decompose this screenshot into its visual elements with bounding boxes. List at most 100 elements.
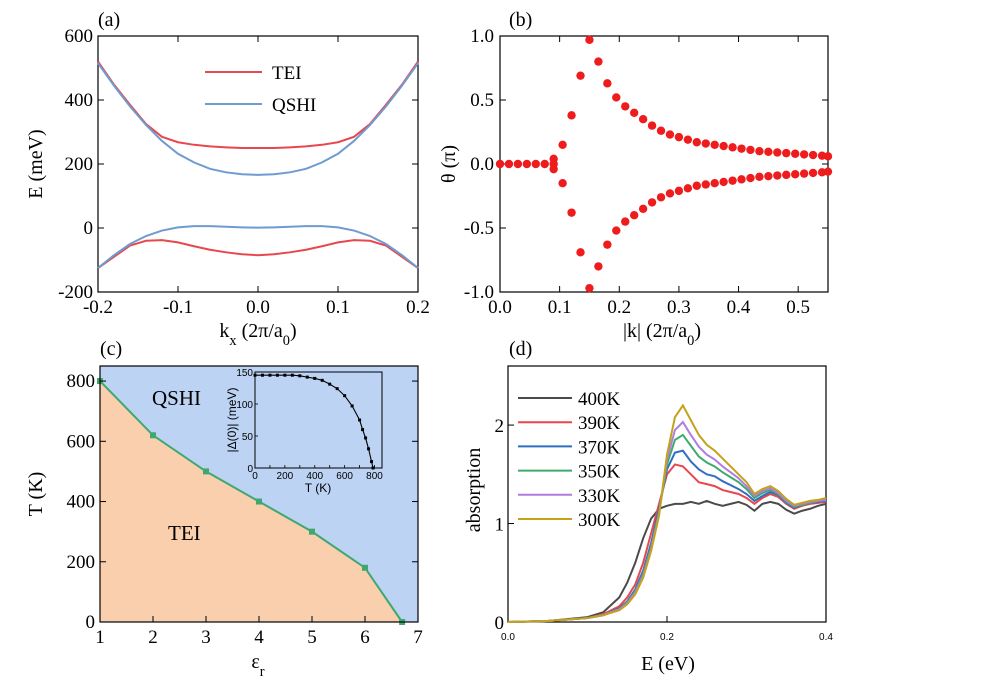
theta-point-lower xyxy=(621,217,630,226)
x-tick-label: 0.5 xyxy=(786,297,810,318)
theta-point-lower xyxy=(791,170,800,179)
inset-point xyxy=(253,373,257,377)
y-tick-label: 1.0 xyxy=(470,26,494,47)
x-tick-label: 0.2 xyxy=(607,297,631,318)
theta-point-lower xyxy=(701,180,710,189)
inset-point xyxy=(367,447,371,451)
legend-label-qshi: QSHI xyxy=(272,95,316,116)
theta-point-lower xyxy=(656,193,666,202)
theta-point-upper xyxy=(603,79,612,88)
legend-label-350k: 350K xyxy=(578,462,621,483)
y-tick-label: 0 xyxy=(84,218,94,239)
theta-point-upper xyxy=(594,57,603,66)
x-tick-label: 0.1 xyxy=(326,297,350,318)
theta-point-upper xyxy=(656,126,666,135)
theta-point-upper xyxy=(585,35,594,45)
panel-label: (b) xyxy=(509,9,532,31)
theta-point-zero xyxy=(531,159,540,169)
x-tick-label: 0.3 xyxy=(667,297,691,318)
boundary-marker xyxy=(256,498,262,505)
boundary-marker xyxy=(362,564,368,571)
y-tick-label: 0.0 xyxy=(470,154,494,175)
theta-point-lower xyxy=(576,248,585,257)
legend-label-390k: 390K xyxy=(578,413,621,434)
theta-point-lower xyxy=(773,171,782,180)
theta-point-zero xyxy=(522,159,532,169)
inset-point xyxy=(283,373,287,377)
theta-point-lower xyxy=(755,172,764,181)
theta-point-lower xyxy=(647,198,657,207)
theta-point-lower xyxy=(728,176,737,185)
x-tick-label: 5 xyxy=(307,627,317,648)
y-tick-label: 0 xyxy=(86,612,96,633)
theta-point-lower xyxy=(683,184,693,193)
y-tick-label: 400 xyxy=(67,492,96,513)
theta-point-lower xyxy=(710,179,719,188)
theta-point-lower xyxy=(665,189,675,198)
x-axis-label: εr xyxy=(251,651,264,680)
y-axis-label: E (meV) xyxy=(25,129,47,198)
panel-c: 1 2 3 4 5 6 7 0 200 400 600 800 QSHI TEI (c) εr T (K) 0 20… xyxy=(25,338,423,680)
theta-point-lower xyxy=(629,211,639,220)
inset-frame xyxy=(254,371,383,469)
theta-point-lower xyxy=(558,179,567,188)
region-label-qshi: QSHI xyxy=(152,386,201,410)
region-tei xyxy=(100,381,403,622)
theta-point-upper xyxy=(746,145,755,155)
inset-y-tick-label: 100 xyxy=(236,400,253,411)
theta-point-lower xyxy=(585,283,594,293)
inset-point xyxy=(361,428,365,432)
theta-point-upper xyxy=(719,141,728,151)
inset-point xyxy=(313,376,317,380)
inset-y-tick-label: 50 xyxy=(242,432,254,443)
theta-point-lower xyxy=(612,226,621,235)
theta-point-lower xyxy=(737,175,746,184)
theta-point-lower xyxy=(674,186,684,196)
theta-point-lower xyxy=(746,173,755,183)
theta-point-lower xyxy=(823,167,833,176)
band-qshi-valence xyxy=(97,225,419,269)
inset-point xyxy=(343,394,347,398)
inset-point xyxy=(335,387,339,391)
inset-point xyxy=(290,373,294,377)
inset-point xyxy=(371,466,375,470)
x-tick-label: 0.0 xyxy=(488,297,512,318)
legend: 400K 390K 370K 350K 330K 300K xyxy=(518,389,621,531)
boundary-marker xyxy=(309,528,315,535)
theta-point-upper xyxy=(808,150,818,160)
x-tick-label: 0.4 xyxy=(819,632,833,643)
y-tick-label: 2 xyxy=(495,416,505,437)
panel-d: 0.0 0.2 0.4 0 1 2 400K 390K 370K 350K 330K 300K (d) E… xyxy=(463,338,833,675)
panel-label: (d) xyxy=(509,338,532,360)
theta-point-lower xyxy=(638,204,648,213)
legend-label-tei: TEI xyxy=(272,63,302,84)
x-tick-label: -0.1 xyxy=(163,297,193,318)
theta-point-lower xyxy=(808,168,818,178)
legend-label-400k: 400K xyxy=(578,389,621,410)
x-tick-label: 3 xyxy=(201,627,211,648)
x-tick-label: 0.1 xyxy=(548,297,572,318)
theta-point-upper xyxy=(665,130,675,139)
theta-point-lower xyxy=(799,169,809,178)
theta-point-upper xyxy=(773,148,782,157)
band-tei-valence xyxy=(97,239,419,269)
theta-point-upper xyxy=(737,144,746,153)
x-tick-label: 6 xyxy=(360,627,370,648)
theta-point-upper xyxy=(549,154,558,164)
theta-point-upper xyxy=(683,135,693,144)
theta-point-zero xyxy=(513,159,523,169)
theta-point-zero xyxy=(495,159,505,169)
x-tick-label: -0.2 xyxy=(83,297,113,318)
inset-point xyxy=(328,382,332,386)
inset-x-tick-label: 400 xyxy=(306,471,323,482)
theta-point-lower xyxy=(719,177,728,187)
x-tick-label: 0.4 xyxy=(727,297,751,318)
theta-point-upper xyxy=(638,115,648,124)
theta-point-lower xyxy=(603,240,612,249)
theta-point-upper xyxy=(612,93,621,102)
theta-point-upper xyxy=(782,148,791,158)
boundary-marker xyxy=(150,432,156,439)
theta-point-lower xyxy=(549,164,558,174)
panel-label: (a) xyxy=(98,9,120,31)
legend-label-300k: 300K xyxy=(578,510,621,531)
